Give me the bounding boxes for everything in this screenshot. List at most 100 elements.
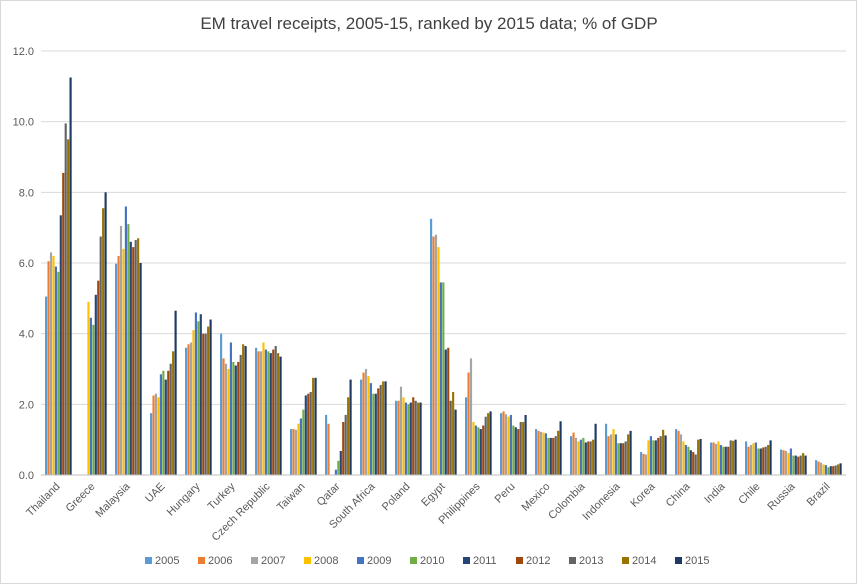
bar-indonesia-2014 bbox=[627, 434, 630, 475]
bar-turkey-2014 bbox=[242, 344, 245, 475]
bar-india-2007 bbox=[714, 443, 718, 475]
bar-malaysia-2014 bbox=[137, 238, 140, 475]
bar-india-2009 bbox=[719, 444, 722, 475]
bar-russia-2012 bbox=[797, 456, 800, 475]
bar-china-2005 bbox=[675, 429, 678, 475]
bar-uae-2014 bbox=[172, 351, 175, 475]
bar-uae-2011 bbox=[164, 379, 167, 475]
bar-czech-republic-2005 bbox=[255, 347, 258, 475]
bar-uae-2006 bbox=[152, 395, 155, 475]
bar-egypt-2015 bbox=[454, 409, 457, 475]
category-label: Qatar bbox=[315, 480, 343, 508]
bar-uae-2008 bbox=[157, 397, 160, 475]
y-tick-label: 0.0 bbox=[19, 470, 34, 482]
category-label: Turkey bbox=[206, 480, 238, 512]
bar-thailand-2013 bbox=[64, 123, 67, 476]
bar-czech-republic-2014 bbox=[277, 353, 280, 475]
bar-russia-2008 bbox=[787, 453, 790, 475]
bar-russia-2011 bbox=[794, 455, 797, 475]
bar-brazil-2013 bbox=[834, 465, 837, 475]
bar-south-africa-2008 bbox=[367, 376, 370, 475]
category-label: Indonesia bbox=[580, 480, 623, 523]
y-tick-label: 4.0 bbox=[19, 329, 34, 341]
bar-south-africa-2010 bbox=[372, 393, 375, 475]
bar-mexico-2013 bbox=[554, 436, 557, 475]
bar-south-africa-2014 bbox=[382, 381, 385, 475]
bar-malaysia-2008 bbox=[122, 248, 125, 475]
bar-qatar-2005 bbox=[325, 414, 328, 475]
bar-malaysia-2011 bbox=[129, 241, 132, 475]
legend-label: 2007 bbox=[261, 555, 285, 567]
bar-colombia-2007 bbox=[574, 437, 578, 475]
bar-turkey-2011 bbox=[234, 365, 237, 475]
bar-hungary-2014 bbox=[207, 326, 210, 475]
bar-turkey-2008 bbox=[227, 369, 230, 475]
legend-label: 2008 bbox=[314, 555, 338, 567]
bar-taiwan-2012 bbox=[307, 393, 310, 475]
bar-korea-2014 bbox=[662, 429, 665, 475]
bar-chile-2005 bbox=[745, 441, 748, 475]
bar-brazil-2008 bbox=[822, 464, 825, 475]
legend-swatch-2008 bbox=[304, 557, 311, 564]
bar-czech-republic-2012 bbox=[272, 349, 275, 475]
bar-poland-2006 bbox=[397, 400, 400, 475]
bar-russia-2006 bbox=[782, 450, 785, 475]
bar-thailand-2007 bbox=[49, 252, 53, 475]
category-label: Brazil bbox=[805, 481, 833, 509]
bar-egypt-2006 bbox=[432, 236, 435, 475]
bar-poland-2013 bbox=[414, 400, 417, 475]
bar-uae-2015 bbox=[174, 310, 177, 475]
category-label: Peru bbox=[493, 481, 518, 506]
bar-thailand-2006 bbox=[47, 261, 50, 475]
bar-czech-republic-2011 bbox=[269, 353, 272, 475]
bar-philippines-2008 bbox=[472, 422, 475, 475]
bar-mexico-2008 bbox=[542, 432, 545, 475]
legend-label: 2010 bbox=[420, 555, 444, 567]
bar-turkey-2013 bbox=[239, 354, 242, 475]
category-label: Egypt bbox=[419, 481, 447, 509]
bar-malaysia-2005 bbox=[115, 263, 118, 475]
bar-india-2008 bbox=[717, 441, 720, 475]
bar-turkey-2010 bbox=[232, 361, 235, 475]
bar-chile-2013 bbox=[764, 446, 767, 475]
bar-south-africa-2015 bbox=[384, 381, 387, 475]
bar-colombia-2009 bbox=[579, 439, 582, 475]
bar-thailand-2015 bbox=[69, 77, 72, 475]
bar-russia-2007 bbox=[784, 450, 788, 475]
bar-indonesia-2006 bbox=[607, 436, 610, 475]
legend-label: 2005 bbox=[155, 555, 179, 567]
bar-india-2012 bbox=[727, 446, 730, 475]
bar-mexico-2012 bbox=[552, 437, 555, 475]
category-label: UAE bbox=[143, 481, 167, 505]
bar-taiwan-2005 bbox=[290, 429, 293, 475]
legend-label: 2009 bbox=[367, 555, 391, 567]
bar-korea-2012 bbox=[657, 437, 660, 475]
bar-greece-2015 bbox=[104, 192, 107, 475]
legend: 2005 2006 2007 2008 2009 2010 2011 2012 2013 2014… bbox=[145, 555, 709, 567]
bar-uae-2013 bbox=[169, 363, 172, 475]
bar-china-2011 bbox=[689, 450, 692, 475]
bar-peru-2015 bbox=[524, 414, 527, 475]
bar-peru-2005 bbox=[500, 413, 503, 475]
bar-malaysia-2013 bbox=[134, 240, 137, 475]
bar-colombia-2012 bbox=[587, 441, 590, 475]
y-tick-label: 10.0 bbox=[13, 117, 34, 129]
bar-greece-2009 bbox=[89, 317, 92, 475]
legend-label: 2006 bbox=[208, 555, 232, 567]
bar-india-2015 bbox=[734, 439, 737, 475]
category-label: Mexico bbox=[519, 481, 552, 514]
bar-india-2006 bbox=[712, 442, 715, 475]
bar-peru-2009 bbox=[509, 414, 512, 475]
bar-qatar-2012 bbox=[342, 422, 345, 475]
bar-korea-2007 bbox=[644, 454, 648, 475]
bar-chile-2006 bbox=[747, 446, 750, 475]
bar-korea-2005 bbox=[640, 452, 643, 475]
category-label: Thailand bbox=[24, 481, 62, 519]
bar-thailand-2010 bbox=[57, 271, 60, 475]
bar-korea-2010 bbox=[652, 440, 655, 475]
legend-swatch-2010 bbox=[410, 557, 417, 564]
bar-chile-2010 bbox=[757, 448, 760, 475]
bar-chile-2009 bbox=[754, 442, 757, 475]
bar-china-2008 bbox=[682, 441, 685, 475]
bar-korea-2015 bbox=[664, 435, 667, 475]
